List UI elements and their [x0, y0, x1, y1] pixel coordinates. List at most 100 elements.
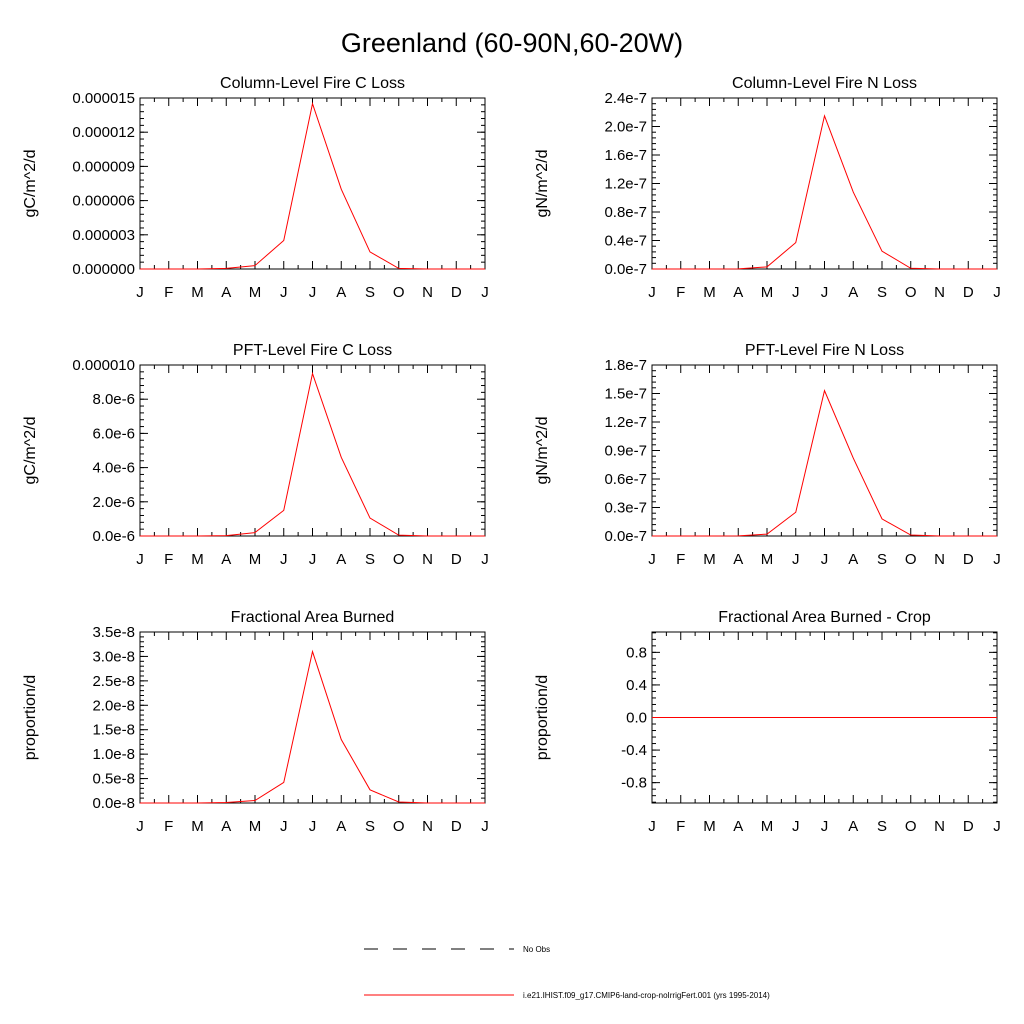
y-tick-label: 0.0e-7	[604, 261, 647, 278]
x-tick-label: F	[676, 551, 685, 568]
x-tick-label: A	[336, 818, 346, 835]
y-tick-label: 0.9e-7	[604, 443, 647, 460]
y-axis-label: proportion/d	[534, 675, 551, 760]
x-tick-label: J	[792, 818, 800, 835]
x-tick-label: N	[422, 284, 433, 301]
x-tick-label: J	[821, 551, 829, 568]
x-tick-label: J	[136, 284, 144, 301]
x-tick-label: S	[365, 818, 375, 835]
y-tick-label: 1.2e-7	[604, 414, 647, 431]
y-tick-label: 2.4e-7	[604, 90, 647, 107]
x-tick-label: J	[648, 818, 656, 835]
y-tick-label: 1.6e-7	[604, 147, 647, 164]
x-tick-label: M	[249, 551, 262, 568]
y-tick-label: 0.0e-8	[92, 795, 135, 812]
x-tick-label: D	[451, 551, 462, 568]
y-tick-label: 0.000015	[72, 90, 135, 107]
y-tick-label: 3.5e-8	[92, 624, 135, 641]
series-line-1	[140, 649, 485, 804]
x-tick-label: D	[451, 818, 462, 835]
x-tick-label: M	[703, 551, 716, 568]
y-tick-label: -0.4	[621, 742, 647, 759]
y-tick-label: 0.3e-7	[604, 500, 647, 517]
x-tick-label: D	[963, 818, 974, 835]
y-tick-label: 1.2e-7	[604, 176, 647, 193]
x-tick-label: M	[249, 284, 262, 301]
x-tick-label: S	[365, 551, 375, 568]
x-tick-label: S	[877, 551, 887, 568]
x-tick-label: J	[309, 551, 317, 568]
x-tick-label: A	[733, 284, 743, 301]
y-tick-label: 0.4e-7	[604, 233, 647, 250]
x-tick-label: O	[905, 818, 917, 835]
x-tick-label: J	[136, 818, 144, 835]
x-tick-label: O	[393, 818, 405, 835]
x-tick-label: N	[422, 818, 433, 835]
x-tick-label: F	[676, 284, 685, 301]
x-tick-label: M	[191, 551, 204, 568]
y-tick-label: 0.000010	[72, 357, 135, 374]
x-tick-label: J	[993, 284, 1001, 301]
x-tick-label: M	[703, 284, 716, 301]
x-tick-label: J	[280, 284, 288, 301]
chart-title: Column-Level Fire N Loss	[732, 75, 917, 92]
x-tick-label: J	[481, 551, 489, 568]
x-tick-label: A	[848, 551, 858, 568]
y-tick-label: 2.0e-8	[92, 697, 135, 714]
x-tick-label: M	[761, 284, 774, 301]
y-tick-label: 1.8e-7	[604, 357, 647, 374]
x-tick-label: S	[877, 284, 887, 301]
x-tick-label: J	[792, 284, 800, 301]
x-tick-label: D	[963, 551, 974, 568]
y-tick-label: 0.8	[626, 644, 647, 661]
series-line-1	[652, 389, 997, 537]
y-axis-label: gN/m^2/d	[534, 150, 551, 218]
x-tick-label: N	[934, 284, 945, 301]
y-axis-label: proportion/d	[22, 675, 39, 760]
chart-title: PFT-Level Fire C Loss	[233, 342, 392, 359]
legend-label-1: No Obs	[523, 945, 550, 954]
y-tick-label: -0.8	[621, 775, 647, 792]
x-tick-label: J	[481, 818, 489, 835]
x-tick-label: M	[249, 818, 262, 835]
y-tick-label: 1.0e-8	[92, 746, 135, 763]
figure-title: Greenland (60-90N,60-20W)	[341, 28, 683, 58]
x-tick-label: A	[733, 818, 743, 835]
x-tick-label: O	[905, 551, 917, 568]
x-tick-label: N	[934, 551, 945, 568]
chart-title: PFT-Level Fire N Loss	[745, 342, 904, 359]
y-tick-label: 0.000003	[72, 227, 135, 244]
y-tick-label: 0.000009	[72, 158, 135, 175]
x-tick-label: J	[792, 551, 800, 568]
y-tick-label: 0.000006	[72, 193, 135, 210]
x-tick-label: A	[221, 818, 231, 835]
y-tick-label: 2.0e-6	[92, 494, 135, 511]
x-tick-label: D	[451, 284, 462, 301]
y-tick-label: 2.0e-7	[604, 119, 647, 136]
legend-label-2: i.e21.IHIST.f09_g17.CMIP6-land-crop-noIr…	[523, 991, 770, 1000]
y-tick-label: 0.6e-7	[604, 471, 647, 488]
plot-frame	[139, 364, 486, 537]
x-tick-label: F	[676, 818, 685, 835]
x-tick-label: J	[993, 818, 1001, 835]
plot-frame	[651, 97, 998, 270]
plot-frame	[139, 631, 486, 804]
y-tick-label: 0.4	[626, 677, 647, 694]
x-tick-label: S	[877, 818, 887, 835]
x-tick-label: O	[905, 284, 917, 301]
x-tick-label: A	[848, 818, 858, 835]
x-tick-label: N	[422, 551, 433, 568]
series-line-1	[140, 371, 485, 537]
chart-title: Fractional Area Burned	[231, 609, 395, 626]
x-tick-label: A	[336, 551, 346, 568]
plot-frame	[139, 97, 486, 270]
x-tick-label: M	[191, 818, 204, 835]
x-tick-label: O	[393, 284, 405, 301]
y-tick-label: 0.0	[626, 710, 647, 727]
